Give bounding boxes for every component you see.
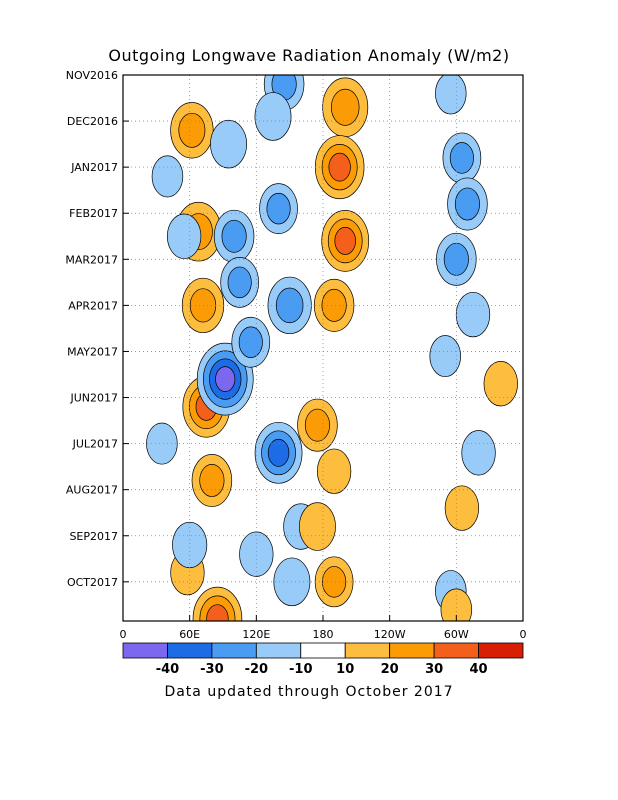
colorbar-label-3: -10 (289, 662, 313, 677)
anomaly-14-level-2 (266, 192, 291, 225)
ytick-label-9: AUG2017 (66, 484, 118, 497)
ytick-label-1: DEC2016 (67, 115, 118, 128)
anomaly-31-level-2 (322, 566, 347, 598)
anomaly-21-level-1 (166, 213, 202, 259)
xtick-label-6: 0 (520, 628, 527, 641)
anomaly-33-level-2 (454, 187, 480, 221)
xtick-label-5: 60W (444, 628, 469, 641)
anomaly-0-level-2 (178, 112, 206, 148)
anomaly-5-level-3 (206, 604, 229, 621)
xtick-label-3: 180 (313, 628, 334, 641)
anomaly-22-level-1 (172, 521, 208, 569)
colorbar-label-6: 30 (425, 662, 443, 677)
anomaly-29-level-1 (316, 448, 352, 494)
colorbar-label-2: -20 (245, 662, 269, 677)
anomaly-4-level-2 (199, 464, 225, 497)
colorbar-label-4: 10 (336, 662, 354, 677)
anomaly-19-level-1 (239, 531, 274, 577)
ytick-label-6: MAY2017 (67, 345, 118, 358)
anomaly-10-level-4 (215, 366, 236, 392)
xtick-label-2: 120E (242, 628, 270, 641)
colorbar-swatch-3 (255, 642, 302, 659)
ytick-label-3: FEB2017 (69, 207, 118, 220)
anomaly-13-level-1 (254, 92, 292, 141)
anomaly-32-level-2 (449, 142, 474, 174)
ytick-label-0: NOV2016 (66, 69, 118, 82)
anomaly-41-level-1 (440, 588, 473, 621)
colorbar-label-1: -30 (200, 662, 224, 677)
ytick-label-2: JAN2017 (70, 161, 118, 174)
colorbar-swatch-2 (211, 642, 257, 659)
anomaly-23-level-1 (146, 422, 178, 465)
colorbar-swatch-0 (122, 642, 168, 659)
anomaly-36-level-1 (429, 335, 461, 378)
anomaly-30-level-1 (298, 502, 336, 551)
anomaly-42-level-1 (435, 75, 467, 115)
colorbar-swatch-5 (344, 642, 391, 659)
anomaly-40-level-1 (444, 485, 480, 531)
anomaly-24-level-2 (330, 88, 360, 126)
anomaly-37-level-1 (461, 430, 496, 476)
anomaly-39-level-1 (483, 361, 518, 407)
anomaly-35-level-1 (455, 291, 491, 338)
anomaly-20-level-1 (151, 155, 184, 198)
colorbar-label-7: 40 (470, 662, 488, 677)
chart-title: Outgoing Longwave Radiation Anomaly (W/m… (108, 46, 510, 65)
ytick-label-4: MAR2017 (65, 253, 118, 266)
ytick-label-5: APR2017 (68, 299, 118, 312)
anomaly-16-level-3 (267, 438, 290, 467)
colorbar-swatch-1 (167, 642, 213, 659)
ytick-label-10: SEP2017 (69, 530, 118, 543)
xtick-label-0: 0 (120, 628, 127, 641)
colorbar-label-0: -40 (156, 662, 180, 677)
xtick-label-4: 120W (374, 628, 406, 641)
colorbar-swatch-4 (300, 642, 346, 659)
ytick-label-8: JUL2017 (72, 438, 118, 451)
anomaly-28-level-2 (304, 408, 330, 442)
colorbar-swatch-8 (478, 642, 524, 659)
colorbar-swatch-7 (433, 642, 479, 659)
xtick-label-1: 60E (179, 628, 200, 641)
anomaly-7-level-1 (210, 119, 248, 169)
anomaly-26-level-3 (334, 226, 356, 255)
colorbar-swatch-6 (389, 642, 435, 659)
ytick-label-11: OCT2017 (67, 576, 118, 589)
chart-subtitle: Data updated through October 2017 (164, 684, 454, 700)
anomaly-9-level-2 (227, 266, 252, 299)
anomaly-11-level-2 (238, 326, 263, 358)
anomaly-8-level-2 (221, 219, 247, 253)
ytick-label-7: JUN2017 (69, 392, 118, 405)
colorbar-label-5: 20 (381, 662, 399, 677)
anomaly-27-level-2 (321, 288, 347, 322)
